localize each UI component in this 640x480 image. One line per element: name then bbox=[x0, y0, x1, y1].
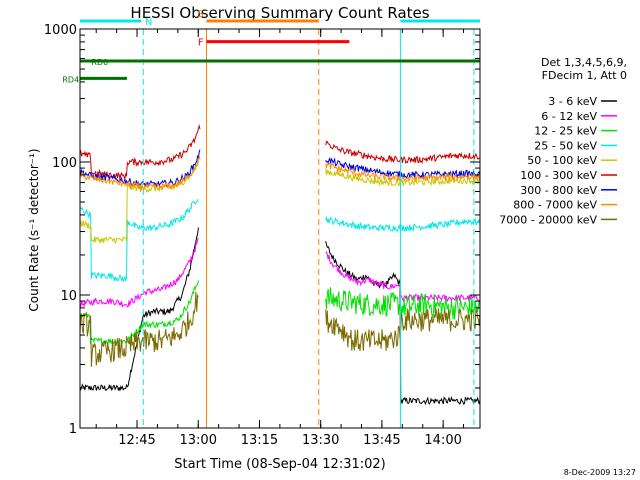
flag-label-rd0: RD0 bbox=[91, 58, 108, 67]
series-line-9-seg1 bbox=[79, 291, 199, 367]
legend-header-line: FDecim 1, Att 0 bbox=[542, 69, 627, 82]
x-tick-label: 14:00 bbox=[424, 433, 461, 448]
date-stamp: 8-Dec-2009 13:27 bbox=[564, 468, 636, 477]
series-line-3-seg1 bbox=[79, 280, 199, 346]
legend-entry-label: 7000 - 20000 keV bbox=[499, 213, 597, 226]
x-tick-label: 13:45 bbox=[363, 433, 400, 448]
series-line-4-seg1 bbox=[79, 198, 199, 283]
legend: Det 1,3,4,5,6,9,FDecim 1, Att 0 3 - 6 keV… bbox=[499, 56, 627, 226]
x-tick-label: 13:00 bbox=[180, 433, 217, 448]
series-line-8-seg1 bbox=[79, 155, 201, 191]
chart-title: HESSI Observing Summary Count Rates bbox=[130, 4, 429, 22]
legend-entry-label: 25 - 50 keV bbox=[534, 139, 597, 152]
series-line-2-seg2 bbox=[325, 251, 481, 303]
series-line-2-seg1 bbox=[79, 237, 199, 309]
legend-entry-label: 12 - 25 keV bbox=[534, 125, 597, 138]
flag-label-n: N bbox=[145, 17, 152, 28]
legend-entry-label: 100 - 300 keV bbox=[520, 169, 597, 182]
x-axis-label: Start Time (08-Sep-04 12:31:02) bbox=[174, 457, 385, 472]
legend-entry-label: 50 - 100 keV bbox=[527, 154, 597, 167]
y-tick-label: 10 bbox=[60, 289, 77, 304]
y-tick-label: 1 bbox=[69, 422, 77, 437]
series-line-3-seg2 bbox=[325, 287, 481, 320]
x-tick-label: 12:45 bbox=[118, 433, 155, 448]
plot-area: N S F RD0 RD4 1 10 100 1000 12:45 13:00 13:15 13:30 1… bbox=[44, 9, 481, 448]
series-line-6-seg1 bbox=[79, 124, 201, 180]
series-line-1-seg1 bbox=[79, 227, 199, 392]
series-line-5-seg2 bbox=[325, 168, 481, 187]
y-tick-label: 100 bbox=[52, 156, 77, 171]
legend-entry-label: 300 - 800 keV bbox=[520, 184, 597, 197]
flag-label-s: S bbox=[197, 9, 203, 20]
y-axis-label-text: Count Rate (s⁻¹ detector⁻¹) bbox=[27, 148, 41, 311]
series-line-4-seg2 bbox=[325, 215, 481, 233]
series-line-1-seg2 bbox=[325, 241, 481, 406]
legend-entry-label: 6 - 12 keV bbox=[541, 110, 597, 123]
flag-label-rd4: RD4 bbox=[62, 75, 79, 84]
series-line-9-seg2 bbox=[325, 308, 481, 351]
flag-label-f: F bbox=[198, 38, 204, 49]
legend-header-line: Det 1,3,4,5,6,9, bbox=[541, 56, 627, 69]
legend-entry-label: 3 - 6 keV bbox=[548, 95, 597, 108]
legend-entry-label: 800 - 7000 keV bbox=[513, 199, 597, 212]
series-line-8-seg2 bbox=[325, 162, 481, 183]
y-tick-label: 1000 bbox=[44, 23, 77, 38]
x-tick-label: 13:30 bbox=[302, 433, 339, 448]
y-axis-label: Count Rate (s⁻¹ detector⁻¹) bbox=[27, 148, 41, 311]
series-line-6-seg2 bbox=[325, 140, 481, 164]
x-tick-label: 13:15 bbox=[241, 433, 278, 448]
